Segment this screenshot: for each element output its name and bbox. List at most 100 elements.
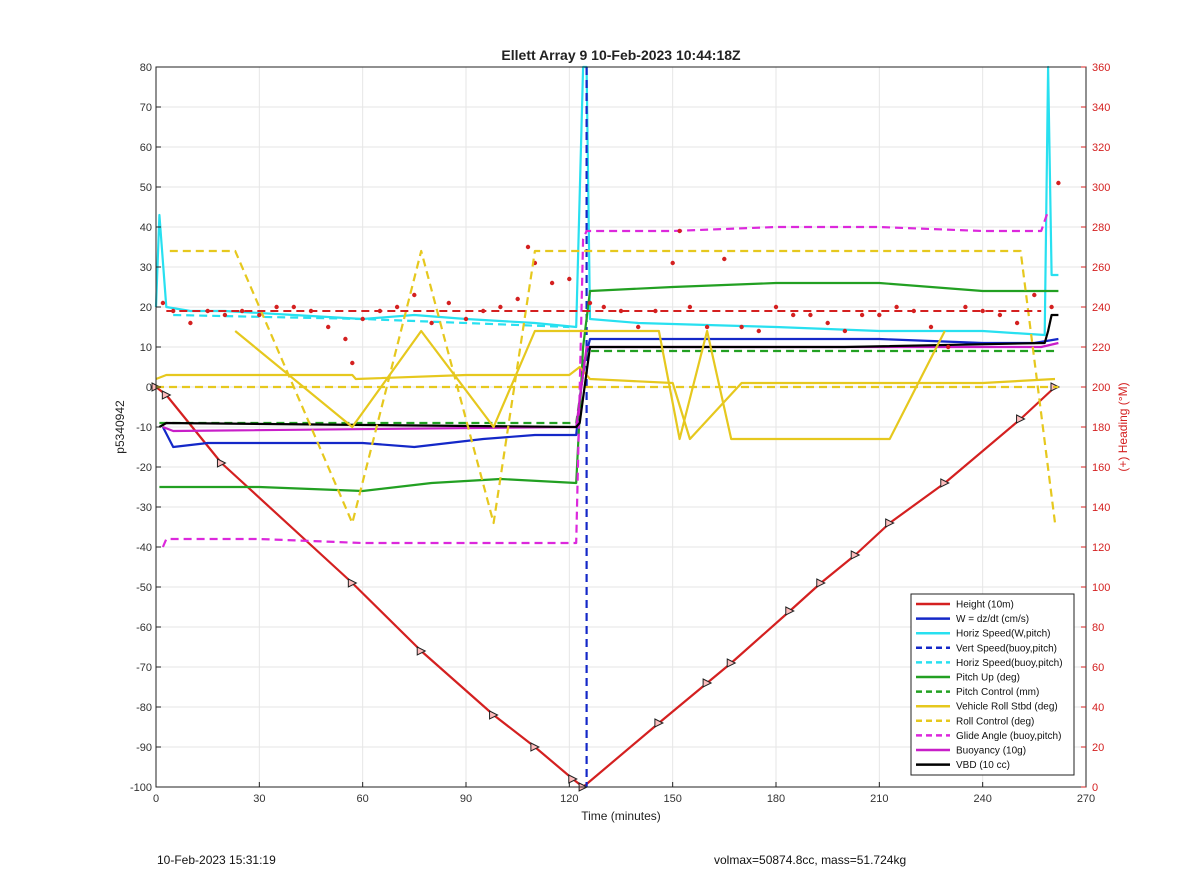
x-axis-label: Time (minutes) bbox=[581, 809, 661, 823]
legend-label: Roll Control (deg) bbox=[956, 716, 1034, 727]
series-heading-point bbox=[188, 320, 193, 326]
series-heading-point bbox=[842, 328, 848, 334]
legend-label: Horiz Speed(buoy,pitch) bbox=[956, 658, 1063, 669]
series-heading-point bbox=[739, 324, 744, 330]
y-tick-label: 50 bbox=[140, 182, 152, 194]
y-tick-label: 0 bbox=[146, 382, 152, 394]
series-glide-angle-buoy-pitch-line bbox=[161, 210, 1050, 548]
series-heading-point bbox=[808, 312, 813, 318]
series-heading-point bbox=[894, 304, 899, 310]
legend-box bbox=[910, 593, 1075, 776]
y-tick-label: -40 bbox=[136, 542, 152, 554]
height-marker bbox=[416, 646, 427, 656]
y-tick-label: -90 bbox=[136, 742, 152, 754]
legend-label: Vehicle Roll Stbd (deg) bbox=[956, 702, 1058, 713]
legend-label: Vert Speed(buoy,pitch) bbox=[956, 643, 1057, 654]
height-marker bbox=[347, 578, 358, 588]
legend-label: Pitch Control (mm) bbox=[956, 687, 1039, 698]
y-tick-label: -50 bbox=[136, 582, 152, 594]
series-heading-point bbox=[963, 304, 968, 310]
height-marker bbox=[1016, 414, 1026, 424]
height-marker bbox=[568, 774, 578, 784]
height-marker bbox=[785, 606, 795, 616]
series-heading-point bbox=[618, 308, 624, 314]
legend-label: Horiz Speed(W,pitch) bbox=[956, 629, 1050, 640]
series-heading-point bbox=[1049, 304, 1054, 310]
series-heading-point bbox=[326, 324, 331, 330]
x-tick-label: 30 bbox=[253, 793, 265, 805]
series-heading-point bbox=[653, 308, 658, 314]
y-tick-label: 80 bbox=[140, 62, 152, 74]
y-tick-label: 40 bbox=[140, 222, 152, 234]
y2-tick-label: 140 bbox=[1092, 502, 1110, 514]
series-heading-point bbox=[825, 320, 830, 326]
y2-tick-label: 120 bbox=[1092, 542, 1110, 554]
y-tick-label: -60 bbox=[136, 622, 152, 634]
series-heading-point bbox=[515, 296, 520, 302]
y2-tick-label: 360 bbox=[1092, 62, 1110, 74]
series-heading-point bbox=[1032, 292, 1037, 298]
height-marker bbox=[816, 578, 826, 588]
y-axis-label: p5340942 bbox=[113, 400, 127, 454]
y2-tick-label: 60 bbox=[1092, 662, 1104, 674]
series-heading-point bbox=[587, 300, 593, 306]
series-heading-point bbox=[525, 244, 531, 250]
series-heading-point bbox=[350, 360, 355, 366]
series-heading-point bbox=[877, 312, 882, 318]
height-marker bbox=[702, 678, 713, 688]
legend-label: Height (10m) bbox=[956, 600, 1014, 611]
series-heading-point bbox=[257, 312, 262, 318]
y2-tick-label: 320 bbox=[1092, 142, 1110, 154]
series-vbd-10-cc-line bbox=[158, 313, 1059, 429]
series-heading-point bbox=[549, 280, 555, 286]
series-vehicle-roll-stbd-deg-line bbox=[155, 365, 1056, 441]
series-heading-point bbox=[756, 328, 761, 334]
x-tick-label: 120 bbox=[560, 793, 578, 805]
y2-tick-label: 100 bbox=[1092, 582, 1110, 594]
series-heading-point bbox=[980, 308, 985, 314]
y-tick-label: -20 bbox=[136, 462, 152, 474]
series-heading-point bbox=[722, 256, 727, 262]
y2-tick-label: 200 bbox=[1092, 382, 1110, 394]
y2-tick-label: 340 bbox=[1092, 102, 1110, 114]
footer-timestamp: 10-Feb-2023 15:31:19 bbox=[157, 853, 276, 867]
series-heading-point bbox=[222, 312, 228, 318]
y-tick-label: 10 bbox=[140, 342, 152, 354]
series-heading-point bbox=[463, 316, 469, 322]
height-marker bbox=[850, 550, 861, 560]
series-heading-point bbox=[429, 320, 434, 326]
legend-label: Glide Angle (buoy,pitch) bbox=[956, 731, 1061, 742]
y-tick-label: -30 bbox=[136, 502, 152, 514]
height-marker bbox=[216, 458, 227, 468]
x-tick-label: 60 bbox=[357, 793, 369, 805]
y2-tick-label: 0 bbox=[1092, 782, 1098, 794]
series-heading-point bbox=[360, 316, 365, 322]
series-heading-point bbox=[274, 304, 279, 310]
y2-tick-label: 220 bbox=[1092, 342, 1110, 354]
series-heading-point bbox=[1056, 180, 1061, 186]
chart-title: Ellett Array 9 10-Feb-2023 10:44:18Z bbox=[501, 47, 741, 63]
series-heading-point bbox=[343, 336, 348, 342]
y-tick-label: -80 bbox=[136, 702, 152, 714]
height-marker bbox=[654, 718, 665, 728]
height-marker bbox=[530, 742, 541, 752]
y-tick-label: -100 bbox=[130, 782, 152, 794]
height-marker bbox=[489, 710, 499, 720]
x-tick-label: 240 bbox=[973, 793, 991, 805]
series-heading-point bbox=[773, 304, 779, 310]
footer-vehicle-info: volmax=50874.8cc, mass=51.724kg bbox=[714, 853, 907, 867]
series-heading-point bbox=[928, 324, 934, 330]
y-tick-label: 20 bbox=[140, 302, 152, 314]
legend-label: W = dz/dt (cm/s) bbox=[956, 614, 1029, 625]
series-heading-point bbox=[394, 304, 400, 310]
y2-tick-label: 160 bbox=[1092, 462, 1110, 474]
y-tick-label: -10 bbox=[136, 422, 152, 434]
series-heading-point bbox=[601, 304, 606, 310]
series-heading-point bbox=[636, 324, 641, 330]
series-heading-point bbox=[859, 312, 865, 318]
series-heading-point bbox=[412, 292, 417, 298]
y-axis-ticks: 80 70 60 50 40 30 20 10 0 -10 -20 -30 -40 -50 -60 -70 -8… bbox=[130, 62, 161, 794]
y2-axis-ticks: 3603403203002802602402202001801601401201… bbox=[1081, 62, 1110, 794]
series-heading-point bbox=[160, 300, 166, 306]
